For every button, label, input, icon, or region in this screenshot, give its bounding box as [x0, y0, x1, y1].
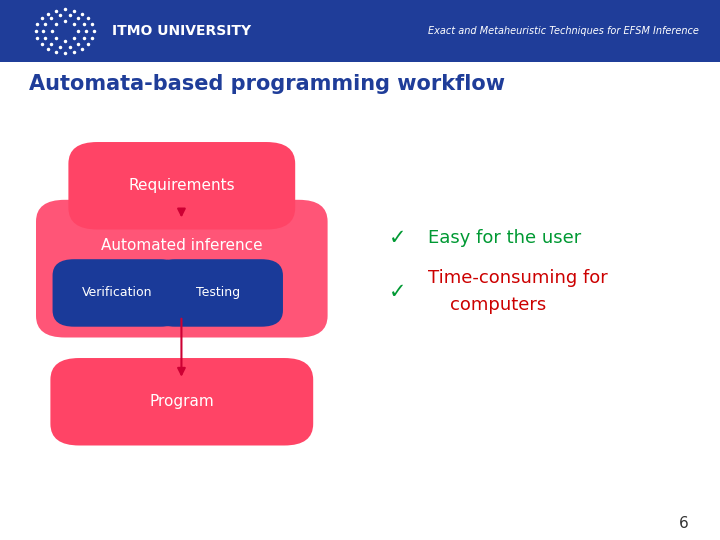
Text: Easy for the user: Easy for the user [428, 228, 582, 247]
Text: ✓: ✓ [389, 281, 406, 302]
FancyBboxPatch shape [36, 200, 328, 338]
FancyBboxPatch shape [50, 358, 313, 446]
Text: Verification: Verification [82, 286, 153, 300]
Text: ✓: ✓ [389, 227, 406, 248]
FancyBboxPatch shape [153, 259, 283, 327]
Text: Testing: Testing [196, 286, 240, 300]
FancyBboxPatch shape [0, 0, 720, 62]
FancyBboxPatch shape [68, 142, 295, 230]
Text: Time-consuming for: Time-consuming for [428, 269, 608, 287]
Text: 6: 6 [679, 516, 689, 531]
Text: Program: Program [150, 394, 214, 409]
FancyBboxPatch shape [53, 259, 182, 327]
Text: ITMO UNIVERSITY: ITMO UNIVERSITY [112, 24, 251, 38]
Text: Exact and Metaheuristic Techniques for EFSM Inference: Exact and Metaheuristic Techniques for E… [428, 26, 698, 36]
Text: computers: computers [450, 296, 546, 314]
Text: Automata-based programming workflow: Automata-based programming workflow [29, 73, 505, 94]
Text: Requirements: Requirements [128, 178, 235, 193]
Text: Automated inference: Automated inference [101, 238, 263, 253]
